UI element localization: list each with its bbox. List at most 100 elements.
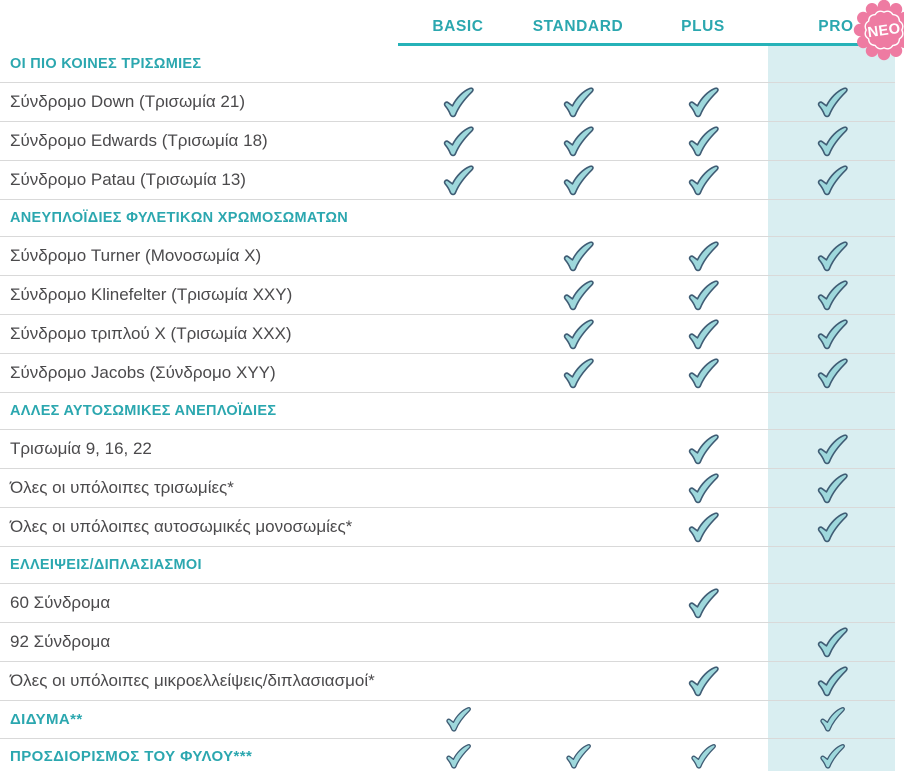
cell-standard [518, 46, 638, 82]
check-icon [817, 86, 848, 117]
section-header-label: ΑΝΕΥΠΛΟΪΔΙΕΣ ΦΥΛΕΤΙΚΩΝ ΧΡΩΜΟΣΩΜΑΤΩΝ [10, 210, 349, 226]
column-header-standard: STANDARD [518, 0, 638, 46]
cell-standard [518, 276, 638, 314]
cell-pro [768, 469, 895, 507]
check-icon [563, 164, 594, 195]
feature-row: Όλες οι υπόλοιπες αυτοσωμικές μονοσωμίες… [0, 508, 895, 547]
cell-plus [638, 83, 768, 121]
cell-basic [398, 237, 518, 275]
feature-row: Σύνδρομο Turner (Μονοσωμία X) [0, 237, 895, 276]
feature-label: Τρισωμία 9, 16, 22 [10, 439, 152, 458]
feature-label: Όλες οι υπόλοιπες μικροελλείψεις/διπλασι… [10, 671, 375, 690]
cell-pro [768, 354, 895, 392]
feature-row: ΔΙΔΥΜΑ** [0, 701, 895, 739]
cell-standard [518, 122, 638, 160]
feature-label: ΔΙΔΥΜΑ** [10, 711, 83, 728]
feature-label: Όλες οι υπόλοιπες τρισωμίες* [10, 478, 234, 497]
cell-pro [768, 739, 895, 771]
feature-label: ΠΡΟΣΔΙΟΡΙΣΜΟΣ ΤΟΥ ΦΥΛΟΥ*** [0, 739, 398, 771]
cell-pro [768, 83, 895, 121]
cell-pro [768, 122, 895, 160]
section-header-label: ΟΙ ΠΙΟ ΚΟΙΝΕΣ ΤΡΙΣΩΜΙΕΣ [10, 56, 202, 72]
check-icon [688, 240, 719, 271]
column-header-pro: PRO [768, 0, 904, 46]
badge-label: NEO [867, 21, 902, 41]
cell-standard [518, 547, 638, 583]
check-icon [443, 125, 474, 156]
feature-row: Τρισωμία 9, 16, 22 [0, 430, 895, 469]
feature-row: Σύνδρομο Down (Τρισωμία 21) [0, 83, 895, 122]
cell-pro [768, 393, 895, 429]
check-icon [819, 707, 845, 732]
check-icon [817, 240, 848, 271]
feature-label: 60 Σύνδρομα [10, 593, 111, 612]
section-header-label: ΑΛΛΕΣ ΑΥΤΟΣΩΜΙΚΕΣ ΑΝΕΠΛΟΪΔΙΕΣ [10, 403, 277, 419]
cell-pro [768, 584, 895, 622]
cell-basic [398, 161, 518, 199]
feature-row: Όλες οι υπόλοιπες μικροελλείψεις/διπλασι… [0, 662, 895, 701]
check-icon [563, 318, 594, 349]
section-header-label: ΕΛΛΕΙΨΕΙΣ/ΔΙΠΛΑΣΙΑΣΜΟΙ [10, 557, 202, 573]
cell-basic [398, 83, 518, 121]
check-icon [688, 665, 719, 696]
check-icon [688, 472, 719, 503]
check-icon [443, 86, 474, 117]
cell-basic [398, 354, 518, 392]
check-icon [817, 279, 848, 310]
cell-plus [638, 701, 768, 738]
cell-plus [638, 584, 768, 622]
cell-plus [638, 739, 768, 771]
cell-basic [398, 393, 518, 429]
cell-pro [768, 623, 895, 661]
check-icon [688, 318, 719, 349]
feature-row: Σύνδρομο Edwards (Τρισωμία 18) [0, 122, 895, 161]
check-icon [446, 707, 471, 732]
cell-standard [518, 584, 638, 622]
feature-row: ΠΡΟΣΔΙΟΡΙΣΜΟΣ ΤΟΥ ΦΥΛΟΥ*** [0, 739, 895, 771]
check-icon [688, 357, 719, 388]
cell-basic [398, 46, 518, 82]
column-header-basic: BASIC [398, 0, 518, 46]
cell-plus [638, 237, 768, 275]
neo-badge: NEO [853, 0, 904, 61]
check-icon [817, 164, 848, 195]
feature-row: Σύνδρομο Klinefelter (Τρισωμία XXY) [0, 276, 895, 315]
check-icon [563, 279, 594, 310]
cell-standard [518, 200, 638, 236]
feature-row: Σύνδρομο τριπλού X (Τρισωμία XXX) [0, 315, 895, 354]
feature-row: Όλες οι υπόλοιπες τρισωμίες* [0, 469, 895, 508]
cell-plus [638, 547, 768, 583]
check-icon [819, 743, 845, 769]
feature-label: Σύνδρομο Klinefelter (Τρισωμία XXY) [10, 285, 293, 304]
cell-basic [398, 200, 518, 236]
header-spacer [0, 0, 398, 46]
feature-label: 92 Σύνδρομα [10, 632, 111, 651]
feature-row: Σύνδρομο Patau (Τρισωμία 13) [0, 161, 895, 200]
check-icon [691, 743, 716, 769]
cell-standard [518, 662, 638, 700]
section-header-row: ΑΛΛΕΣ ΑΥΤΟΣΩΜΙΚΕΣ ΑΝΕΠΛΟΪΔΙΕΣ [0, 393, 895, 430]
cell-standard [518, 315, 638, 353]
check-icon [563, 240, 594, 271]
cell-standard [518, 237, 638, 275]
section-header-row: ΕΛΛΕΙΨΕΙΣ/ΔΙΠΛΑΣΙΑΣΜΟΙ [0, 547, 895, 584]
cell-plus [638, 662, 768, 700]
cell-standard [518, 161, 638, 199]
cell-pro [768, 161, 895, 199]
column-header-plus: PLUS [638, 0, 768, 46]
cell-plus [638, 122, 768, 160]
check-icon [688, 587, 719, 618]
cell-plus [638, 430, 768, 468]
cell-basic [398, 508, 518, 546]
check-icon [443, 164, 474, 195]
cell-standard [518, 623, 638, 661]
cell-plus [638, 508, 768, 546]
cell-pro [768, 701, 895, 738]
cell-basic [398, 276, 518, 314]
cell-plus [638, 623, 768, 661]
cell-pro [768, 508, 895, 546]
cell-plus [638, 200, 768, 236]
check-icon [817, 626, 848, 657]
section-header-row: ΑΝΕΥΠΛΟΪΔΙΕΣ ΦΥΛΕΤΙΚΩΝ ΧΡΩΜΟΣΩΜΑΤΩΝ [0, 200, 895, 237]
